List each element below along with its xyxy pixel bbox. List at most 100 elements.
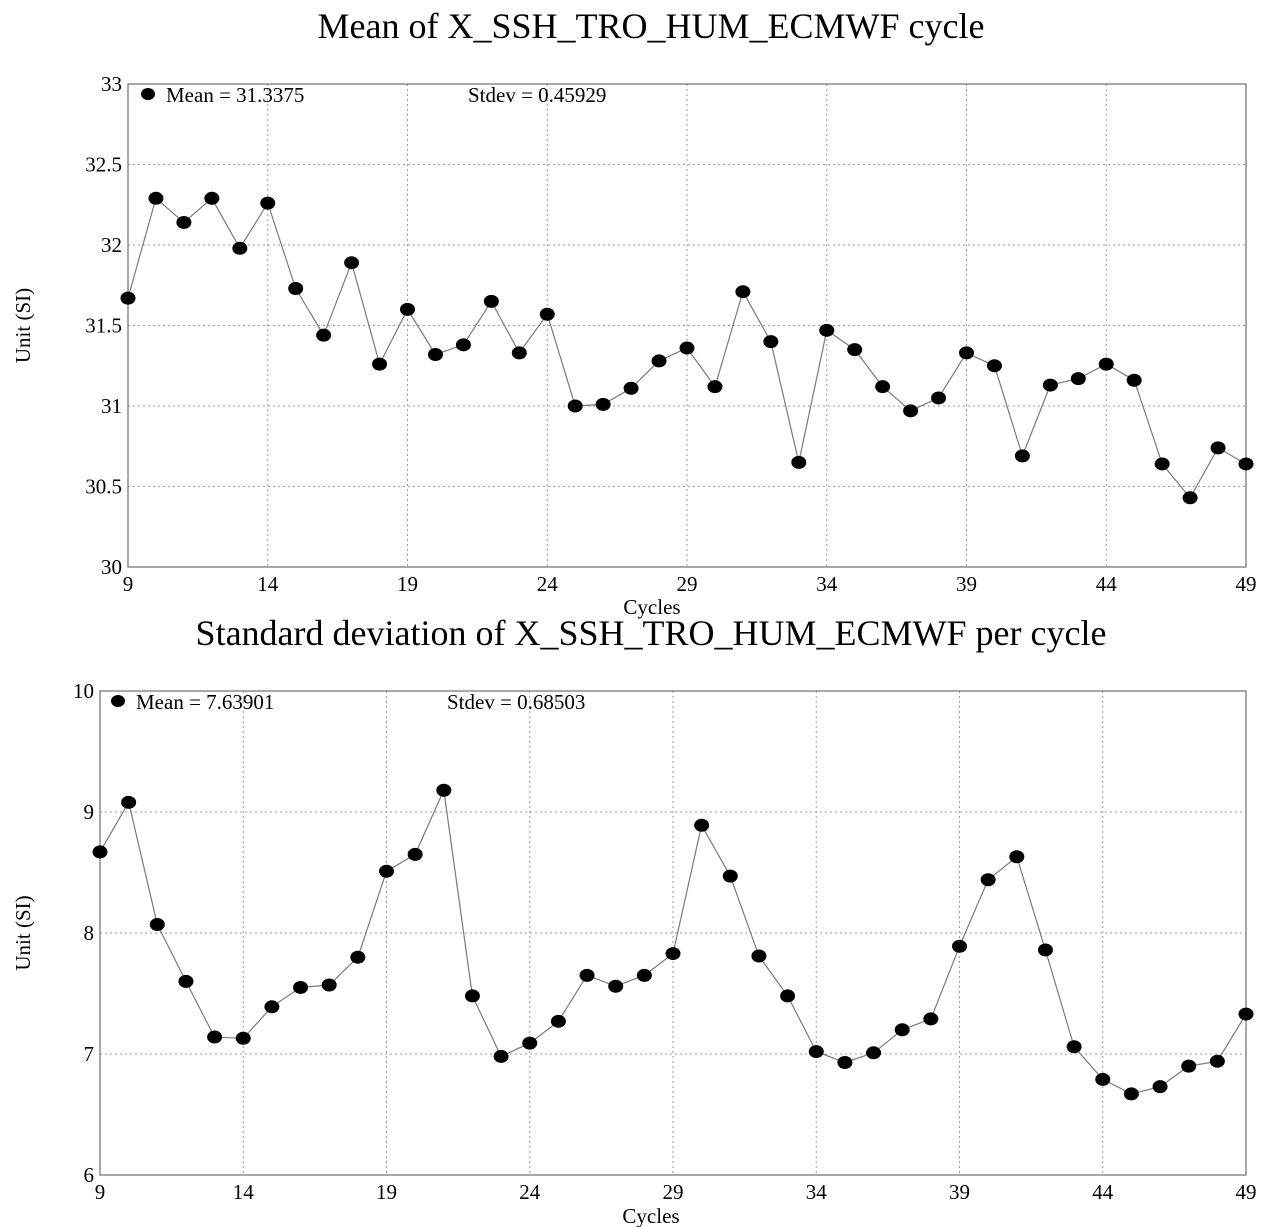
data-point <box>149 918 165 932</box>
data-point <box>372 357 388 371</box>
data-point <box>959 346 974 360</box>
data-point <box>866 1046 882 1060</box>
data-point <box>288 281 304 295</box>
plot-frame <box>127 83 1247 568</box>
data-point <box>427 347 443 361</box>
y-tick-label: 33 <box>101 72 122 96</box>
data-point <box>819 323 835 337</box>
x-tick-label: 49 <box>1236 572 1257 596</box>
data-point <box>847 343 863 357</box>
data-point <box>350 950 366 964</box>
x-tick-label: 39 <box>949 1180 970 1204</box>
y-tick-label: 8 <box>84 921 95 945</box>
y-tick-label: 30.5 <box>85 475 122 499</box>
data-point <box>321 978 337 992</box>
plot-frame <box>99 690 1247 1176</box>
y-tick-label: 31 <box>101 394 122 418</box>
x-tick-label: 19 <box>376 1180 397 1204</box>
data-point <box>722 869 738 883</box>
data-point <box>923 1012 939 1026</box>
data-point <box>204 191 220 205</box>
x-tick-label: 14 <box>257 572 279 596</box>
data-point <box>176 215 192 229</box>
mean-chart: Mean of X_SSH_TRO_HUM_ECMWF cycle 9 14 19 24… <box>11 6 1257 619</box>
data-point <box>780 989 796 1003</box>
legend-mean: Mean = 7.63901 <box>136 690 274 714</box>
data-point <box>232 241 248 255</box>
data-point <box>493 1049 509 1063</box>
data-point <box>121 795 137 809</box>
data-point <box>464 989 480 1003</box>
data-point <box>1181 1059 1197 1073</box>
data-point <box>1126 373 1142 387</box>
data-point <box>875 380 891 394</box>
x-tick-label: 39 <box>956 572 977 596</box>
data-point <box>455 338 471 352</box>
data-point <box>407 847 423 861</box>
x-tick-label: 19 <box>397 572 418 596</box>
chart-title: Mean of X_SSH_TRO_HUM_ECMWF cycle <box>318 6 985 46</box>
data-point <box>1042 378 1058 392</box>
y-tick-label: 30 <box>101 555 122 579</box>
x-tick-label: 9 <box>95 1180 106 1204</box>
data-point <box>636 968 652 982</box>
data-point <box>665 947 681 961</box>
data-point <box>579 968 595 982</box>
x-tick-label: 14 <box>233 1180 255 1204</box>
data-point <box>595 397 611 411</box>
data-point <box>120 291 136 305</box>
data-point <box>1098 357 1114 371</box>
y-tick-label: 7 <box>84 1042 95 1066</box>
data-point <box>751 949 767 963</box>
y-axis-label: Unit (SI) <box>11 288 35 363</box>
data-point <box>316 328 332 342</box>
data-point <box>264 1000 280 1014</box>
data-point <box>707 380 723 394</box>
data-point <box>791 455 807 469</box>
data-point <box>1123 1087 1139 1101</box>
data-point <box>178 974 194 988</box>
data-point <box>952 939 967 953</box>
legend-stdev: Stdev = 0.68503 <box>447 690 585 714</box>
x-tick-label: 44 <box>1092 1180 1114 1204</box>
data-point <box>1037 943 1053 957</box>
x-axis-label: Cycles <box>622 1204 679 1227</box>
data-point <box>1066 1040 1082 1054</box>
data-point <box>539 307 555 321</box>
data-point <box>550 1014 566 1028</box>
x-tick-label: 29 <box>663 1180 684 1204</box>
y-tick-label: 32.5 <box>85 153 122 177</box>
data-point <box>837 1055 853 1069</box>
y-tick-label: 6 <box>84 1163 95 1187</box>
data-point <box>1070 372 1086 386</box>
legend-stdev: Stdev = 0.45929 <box>468 83 606 107</box>
x-tick-label: 9 <box>123 572 134 596</box>
data-point <box>1014 449 1030 463</box>
data-point <box>483 294 499 308</box>
x-tick-label: 29 <box>677 572 698 596</box>
data-point <box>522 1036 538 1050</box>
x-axis-label: Cycles <box>623 595 680 619</box>
data-point <box>379 864 394 878</box>
data-point <box>1152 1080 1168 1094</box>
data-point <box>1238 1007 1254 1021</box>
data-point <box>148 191 164 205</box>
data-point <box>260 196 276 210</box>
data-point <box>1182 491 1198 505</box>
data-point <box>1238 457 1254 471</box>
data-point <box>651 354 667 368</box>
data-point <box>344 256 360 270</box>
data-point <box>511 346 527 360</box>
data-point <box>808 1045 824 1059</box>
x-tick-label: 44 <box>1096 572 1118 596</box>
data-point <box>608 979 624 993</box>
x-tick-label: 24 <box>519 1180 541 1204</box>
data-point <box>931 391 947 405</box>
data-point <box>400 302 415 316</box>
data-point <box>207 1030 223 1044</box>
data-point <box>679 341 695 355</box>
data-point <box>1009 850 1025 864</box>
data-point <box>763 335 779 349</box>
data-point <box>436 783 452 797</box>
